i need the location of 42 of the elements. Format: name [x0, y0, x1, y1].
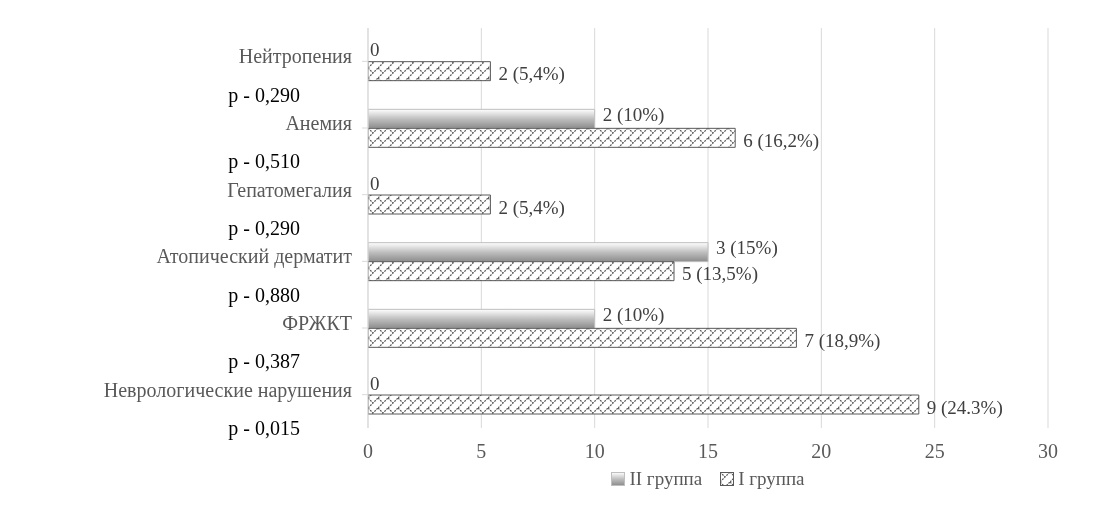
text: p - 0,015: [228, 417, 300, 440]
text: p - 0,290: [228, 83, 300, 107]
bar: [368, 308, 596, 329]
x-tick-label: 20: [811, 440, 832, 463]
x-tick-label: 0: [363, 440, 373, 463]
y-tick-label: Атопический дерматит: [156, 245, 353, 269]
y-tick-label: Неврологические нарушения: [103, 378, 352, 402]
bar: [368, 127, 736, 148]
data-label: 0: [370, 372, 380, 394]
y-tick-label: Нейтропения: [238, 45, 352, 69]
bar: [368, 242, 709, 263]
data-label: 3 (15%): [716, 237, 778, 260]
bar: [368, 327, 797, 348]
data-label: 7 (18,9%): [804, 330, 881, 352]
data-label: 9 (24.3%): [926, 396, 1003, 419]
bar: [368, 108, 596, 129]
text: p - 0,387: [228, 350, 300, 374]
x-tick-label: 25: [924, 440, 945, 463]
x-tick-label: 5: [476, 440, 487, 463]
y-tick-label: Анемия: [285, 112, 352, 134]
x-tick-label: 30: [1038, 440, 1058, 463]
text: p - 0,290: [228, 217, 300, 240]
data-label: 5 (13,5%): [682, 263, 758, 286]
data-label: 0: [370, 39, 380, 61]
text: p - 0,880: [228, 283, 300, 307]
legend-label: II группа: [629, 468, 703, 490]
bar: [368, 61, 491, 82]
bar: [368, 394, 920, 415]
x-tick-label: 15: [698, 440, 718, 463]
x-tick-label: 10: [584, 440, 605, 463]
y-tick-label: Гепатомегалия: [227, 178, 352, 201]
bar: [368, 194, 491, 215]
bar: [368, 261, 675, 282]
y-tick-label: ФРЖКТ: [282, 312, 352, 334]
data-label: 0: [370, 172, 380, 194]
data-label: 2 (10%): [602, 104, 665, 126]
data-label: 2 (10%): [602, 304, 665, 326]
data-label: 2 (5,4%): [498, 196, 565, 219]
text: p - 0,510: [228, 150, 300, 174]
legend-label: I группа: [738, 468, 805, 490]
data-label: 6 (16,2%): [743, 130, 820, 152]
data-label: 2 (5,4%): [498, 63, 565, 86]
